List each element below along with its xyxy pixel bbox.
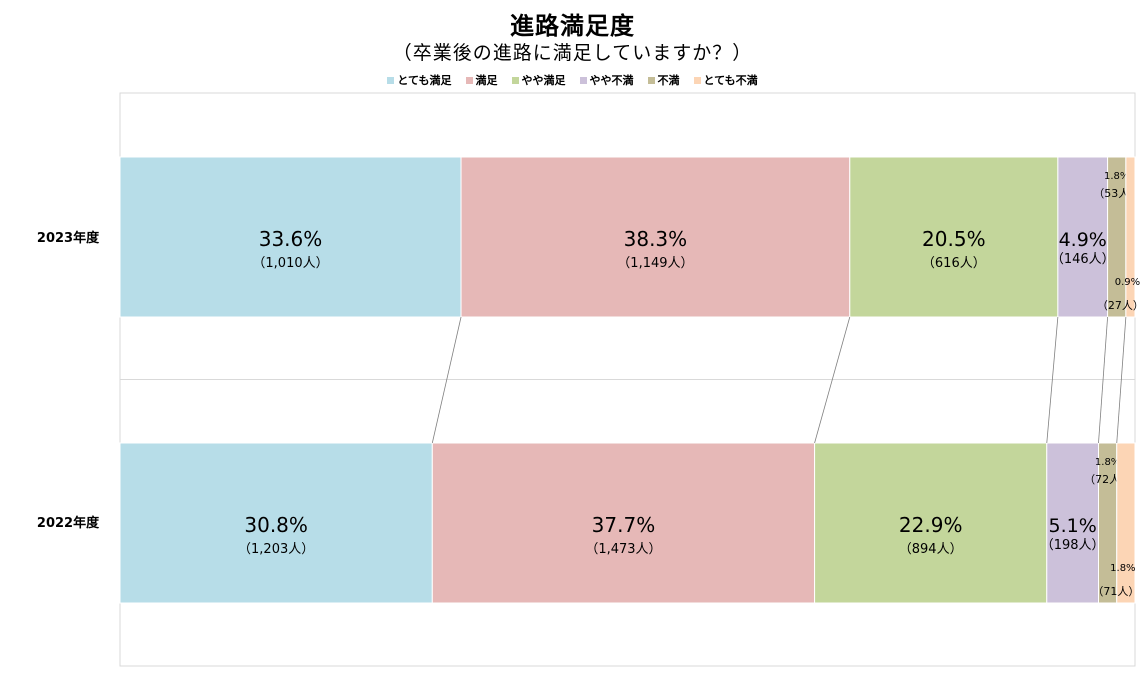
category-label: 2022年度 <box>37 515 100 531</box>
series-line <box>1046 316 1059 444</box>
bar-segment <box>1057 156 1109 318</box>
legend-item: 満足 <box>465 72 498 88</box>
legend-label: とても不満 <box>703 74 758 87</box>
bar-segment <box>814 442 1048 604</box>
data-label: 1.8% <box>1095 457 1120 468</box>
data-label: 38.3% <box>624 227 688 251</box>
legend-label: やや不満 <box>589 74 634 87</box>
legend-label: 不満 <box>657 74 680 87</box>
count-label: （1,203人） <box>238 542 314 557</box>
category-label: 2023年度 <box>37 230 100 246</box>
bar-segment <box>119 156 462 318</box>
data-label: 33.6% <box>259 227 323 251</box>
legend-label: 満足 <box>475 74 498 87</box>
bar-segment <box>1125 156 1136 318</box>
series-line <box>814 316 851 444</box>
legend-swatch <box>693 76 701 84</box>
count-label: （1,149人） <box>617 256 693 271</box>
data-label: 5.1% <box>1048 515 1096 537</box>
legend-swatch <box>387 76 395 84</box>
legend-item: やや不満 <box>579 72 634 88</box>
legend-label: やや満足 <box>521 74 566 87</box>
legend-swatch <box>579 76 587 84</box>
data-label: 4.9% <box>1059 229 1107 251</box>
series-line <box>431 316 462 444</box>
data-label: 37.7% <box>592 513 656 537</box>
count-label: （146人） <box>1051 252 1115 267</box>
data-label: 1.8% <box>1110 563 1135 574</box>
data-label: 0.9% <box>1115 277 1140 288</box>
bar-segment <box>849 156 1059 318</box>
legend-item: やや満足 <box>511 72 566 88</box>
data-label: 20.5% <box>922 227 986 251</box>
count-label: （616人） <box>922 256 986 271</box>
chart-title: 進路満足度 <box>510 12 635 40</box>
bar-segment <box>1046 442 1099 604</box>
data-label: 22.9% <box>899 513 963 537</box>
data-label: 30.8% <box>244 513 308 537</box>
bar-segment <box>431 442 816 604</box>
legend-swatch <box>647 76 655 84</box>
count-label: （198人） <box>1041 538 1105 553</box>
legend-item: とても満足 <box>387 72 452 88</box>
legend-item: とても不満 <box>693 72 758 88</box>
count-label: （1,473人） <box>585 542 661 557</box>
count-label: （71人） <box>1092 585 1139 598</box>
legend-item: 不満 <box>647 72 680 88</box>
count-label: （27人） <box>1097 299 1144 312</box>
data-label: 1.8% <box>1104 171 1129 182</box>
chart-legend: とても満足 満足 やや満足 やや不満 不満 とても不満 <box>0 72 1145 88</box>
series-line <box>1116 316 1127 444</box>
legend-swatch <box>511 76 519 84</box>
bar-segment <box>1116 442 1136 604</box>
legend-label: とても満足 <box>397 74 452 87</box>
count-label: （1,010人） <box>252 256 328 271</box>
bar-segment <box>460 156 851 318</box>
legend-swatch <box>465 76 473 84</box>
count-label: （894人） <box>899 542 963 557</box>
series-line <box>1098 316 1108 444</box>
chart-subtitle: （卒業後の進路に満足していますか？） <box>392 42 753 64</box>
